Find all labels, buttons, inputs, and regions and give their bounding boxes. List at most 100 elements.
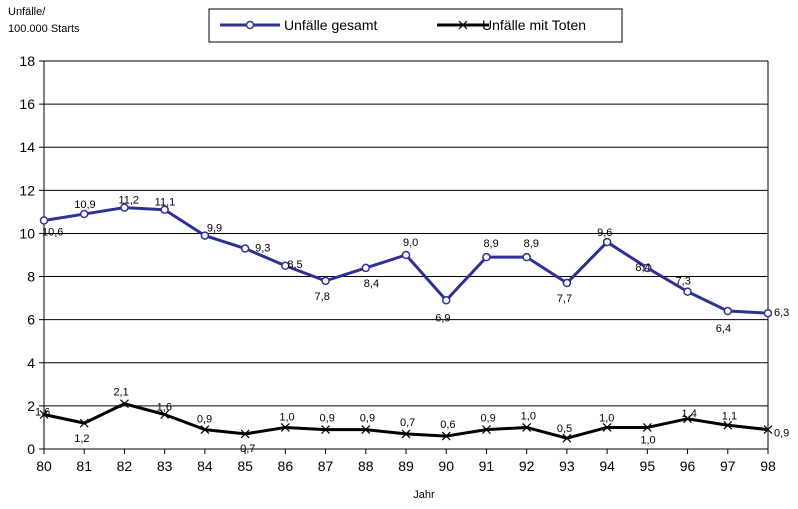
- data-label: 1,6: [35, 407, 50, 419]
- data-point: [642, 423, 652, 432]
- x-tick-label: 82: [117, 458, 133, 474]
- axes: 0 2 4 6 8 10 12 14 16 18 80 81 82 83 84 85 86 87 88 89 90 91 9…: [19, 53, 776, 474]
- data-point: [482, 425, 491, 435]
- data-label: 0,9: [197, 414, 212, 426]
- data-label: 0,7: [240, 443, 255, 455]
- legend-label-series-1: Unfälle gesamt: [284, 17, 377, 33]
- data-point: [361, 425, 371, 435]
- gridlines: [44, 60, 768, 407]
- data-label: 1,0: [599, 412, 614, 424]
- data-label: 1,0: [521, 410, 536, 422]
- data-label: 0,7: [400, 417, 415, 429]
- data-point: [120, 203, 129, 212]
- legend: Unfälle gesamt Unfälle mit Toten: [208, 8, 623, 43]
- data-point: [401, 429, 411, 439]
- x-tick-label: 86: [278, 458, 294, 474]
- data-label: 2,1: [113, 387, 128, 399]
- series-line-1: [43, 206, 769, 315]
- y-tick-label: 14: [19, 139, 35, 155]
- data-label: 0,9: [774, 428, 789, 440]
- data-point: [522, 252, 531, 262]
- data-point: [602, 423, 612, 432]
- x-tick-label: 84: [197, 458, 213, 474]
- data-point: [240, 429, 250, 439]
- data-point: [401, 250, 411, 260]
- x-tick-label: 94: [599, 458, 615, 474]
- data-label: 7,7: [557, 293, 572, 305]
- data-label: 7,8: [315, 291, 330, 303]
- y-tick-label: 12: [19, 182, 35, 198]
- data-point: [643, 263, 652, 273]
- data-label: 8,5: [287, 259, 302, 271]
- data-point: [79, 209, 89, 219]
- data-point: [361, 263, 371, 273]
- x-tick-label: 87: [318, 458, 334, 474]
- data-label: 8,9: [524, 238, 539, 250]
- x-tick-label: 91: [479, 458, 495, 474]
- data-label: 0,5: [557, 423, 572, 435]
- data-label: 1,0: [279, 411, 294, 423]
- data-point: [240, 244, 250, 253]
- x-tick-label: 97: [720, 458, 736, 474]
- data-point: [281, 261, 290, 271]
- data-label: 6,9: [435, 312, 450, 324]
- data-label: 10,6: [42, 227, 63, 239]
- data-label: 8,9: [483, 238, 498, 250]
- data-label: 1,4: [682, 408, 697, 420]
- data-point: [602, 237, 612, 247]
- data-label: 11,2: [118, 195, 139, 207]
- data-point: [160, 205, 169, 214]
- x-axis-title: Jahr: [413, 489, 435, 501]
- data-point: [723, 306, 733, 316]
- x-tick-label: 81: [76, 458, 92, 474]
- data-label: 1,6: [157, 402, 172, 414]
- x-tick-label: 93: [559, 458, 575, 474]
- x-tick-label: 95: [640, 458, 656, 474]
- series: [39, 203, 773, 443]
- x-tick-label: 85: [237, 458, 253, 474]
- data-label: 9,3: [255, 243, 270, 255]
- data-label: 8,4: [635, 262, 650, 274]
- data-label: 9,0: [403, 237, 418, 249]
- legend-marker-circle-icon: [245, 20, 255, 30]
- data-label: 8,4: [364, 278, 379, 290]
- data-label: 10,9: [74, 199, 95, 211]
- data-label: 0,6: [440, 419, 455, 431]
- data-label: 6,4: [716, 323, 731, 335]
- x-tick-label: 83: [157, 458, 173, 474]
- data-point: [120, 399, 129, 409]
- legend-label-series-2: Unfälle mit Toten: [482, 17, 586, 33]
- data-label: 1,1: [722, 410, 737, 422]
- y-tick-label: 8: [27, 269, 35, 285]
- y-tick-label: 4: [27, 355, 35, 371]
- x-tick-label: 90: [438, 458, 454, 474]
- data-point: [441, 296, 451, 305]
- y-tick-label: 10: [19, 225, 35, 241]
- x-tick-label: 98: [760, 458, 776, 474]
- y-axis-title-line1: Unfälle/: [8, 6, 46, 18]
- x-tick-label: 92: [519, 458, 535, 474]
- data-point: [321, 276, 330, 286]
- data-label: 9,6: [597, 227, 612, 239]
- data-labels: 10,6 10,9 11,2 11,1 9,9 9,3 8,5 7,8 8,4 9,0 6,9 8,9…: [35, 195, 789, 455]
- data-point: [482, 252, 491, 262]
- data-point: [683, 414, 692, 424]
- data-point: [763, 308, 773, 318]
- y-tick-label: 6: [27, 312, 35, 328]
- data-label: 1,2: [74, 433, 89, 445]
- y-tick-label: 2: [27, 398, 35, 414]
- x-tick-label: 96: [680, 458, 696, 474]
- data-point: [200, 425, 210, 435]
- y-tick-label: 0: [27, 441, 35, 457]
- data-label: 0,9: [320, 413, 335, 425]
- y-axis-title-line2: 100.000 Starts: [8, 23, 80, 35]
- data-point: [160, 410, 170, 419]
- data-label: 6,3: [774, 307, 789, 319]
- y-tick-label: 18: [19, 53, 35, 69]
- y-tick-label: 16: [19, 96, 35, 112]
- data-point: [200, 231, 210, 240]
- x-tick-label: 88: [358, 458, 374, 474]
- data-label: 0,9: [480, 413, 495, 425]
- data-point: [280, 423, 290, 432]
